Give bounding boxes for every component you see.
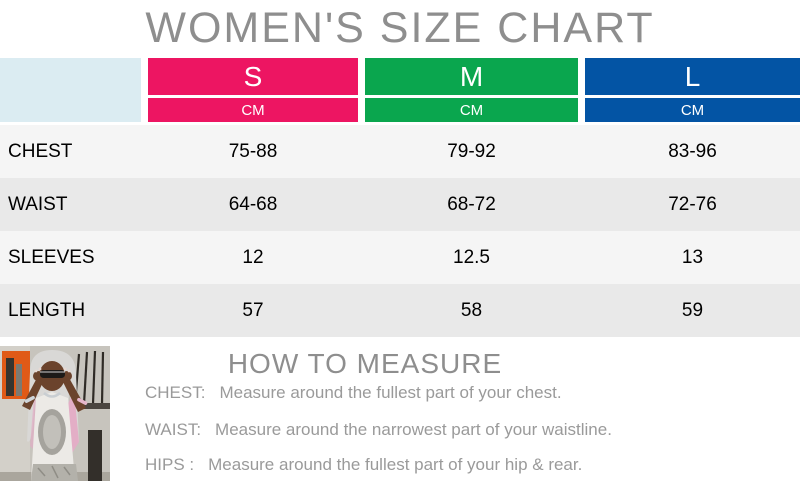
cell-length-l: 59 [681, 299, 704, 321]
cell-sleeves-s: 12 [242, 246, 264, 268]
measure-line-chest: CHEST: Measure around the fullest part of… [145, 383, 765, 403]
measure-line-waist: WAIST: Measure around the narrowest part … [145, 420, 765, 440]
measure-label-chest: CHEST: [145, 383, 206, 402]
cell-length-m: 58 [460, 299, 483, 321]
row-label-chest: CHEST [8, 140, 73, 162]
column-header-l: L CM [585, 58, 800, 122]
measure-label-hips: HIPS : [145, 455, 195, 474]
cell-length-s: 57 [242, 299, 264, 321]
measure-text-waist: Measure around the narrowest part of you… [215, 420, 612, 439]
size-label-l: L [585, 58, 800, 95]
measure-text-hips: Measure around the fullest part of your … [208, 455, 583, 474]
measure-line-hips: HIPS : Measure around the fullest part of… [145, 455, 765, 475]
table-row-length: LENGTH 57 58 59 [0, 284, 800, 337]
unit-label-l: CM [585, 98, 800, 122]
how-to-measure-title: HOW TO MEASURE [227, 348, 503, 379]
unit-label-m: CM [365, 98, 578, 122]
column-header-m: M CM [365, 58, 578, 122]
how-to-measure-section: HOW TO MEASURE CHEST: Measure around the … [0, 346, 800, 481]
cell-sleeves-m: 12.5 [453, 246, 490, 268]
size-label-m: M [365, 58, 578, 95]
cell-sleeves-l: 13 [681, 246, 704, 268]
table-row-waist: WAIST 64-68 68-72 72-76 [0, 178, 800, 231]
cell-waist-m: 68-72 [447, 193, 496, 215]
size-label-s: S [148, 58, 358, 95]
unit-label-s: CM [148, 98, 358, 122]
table-row-chest: CHEST 75-88 79-92 83-96 [0, 125, 800, 178]
cell-chest-m: 79-92 [447, 140, 496, 162]
cell-waist-l: 72-76 [668, 193, 717, 215]
model-photo [0, 346, 110, 481]
page-title: WOMEN'S SIZE CHART [145, 4, 655, 52]
row-label-length: LENGTH [8, 299, 86, 321]
table-row-sleeves: SLEEVES 12 12.5 13 [0, 231, 800, 284]
column-header-s: S CM [148, 58, 358, 122]
table-corner-cell [0, 58, 141, 122]
table-header-row: S CM M CM L CM [0, 58, 800, 122]
cell-chest-s: 75-88 [228, 140, 278, 162]
measure-label-waist: WAIST: [145, 420, 202, 439]
row-label-sleeves: SLEEVES [8, 246, 95, 268]
cell-waist-s: 64-68 [228, 193, 278, 215]
cell-chest-l: 83-96 [668, 140, 717, 162]
row-label-waist: WAIST [8, 193, 68, 215]
size-table: S CM M CM L CM CHEST 75-88 79-92 83-96 W… [0, 58, 800, 337]
measure-text-chest: Measure around the fullest part of your … [219, 383, 562, 402]
